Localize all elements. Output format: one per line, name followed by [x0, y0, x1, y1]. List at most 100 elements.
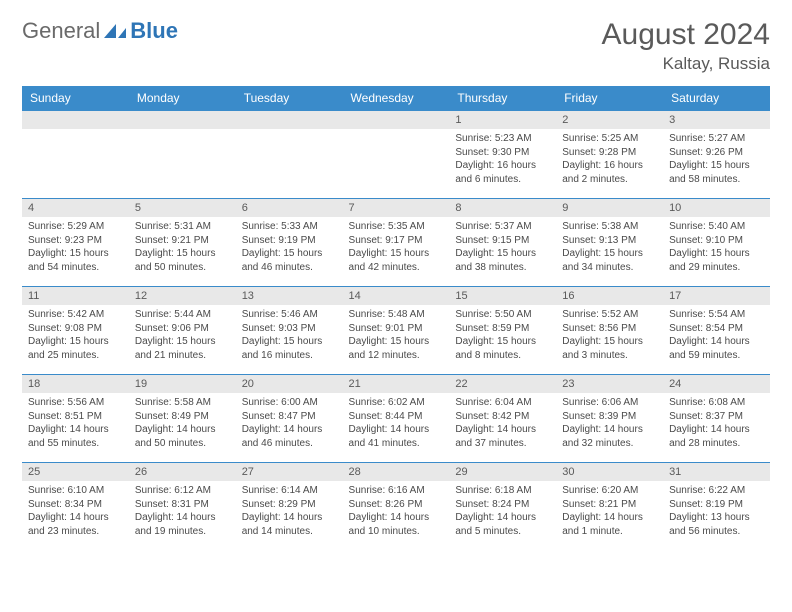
day-details: Sunrise: 5:42 AMSunset: 9:08 PMDaylight:… [22, 305, 129, 365]
day-number: 19 [129, 375, 236, 393]
day-number: 14 [343, 287, 450, 305]
calendar-day-cell: 1Sunrise: 5:23 AMSunset: 9:30 PMDaylight… [449, 111, 556, 199]
day-details: Sunrise: 6:14 AMSunset: 8:29 PMDaylight:… [236, 481, 343, 541]
calendar-day-cell: 5Sunrise: 5:31 AMSunset: 9:21 PMDaylight… [129, 199, 236, 287]
calendar-day-cell: 31Sunrise: 6:22 AMSunset: 8:19 PMDayligh… [663, 463, 770, 551]
day-details: Sunrise: 5:58 AMSunset: 8:49 PMDaylight:… [129, 393, 236, 453]
day-details: Sunrise: 6:02 AMSunset: 8:44 PMDaylight:… [343, 393, 450, 453]
calendar-day-cell: 24Sunrise: 6:08 AMSunset: 8:37 PMDayligh… [663, 375, 770, 463]
day-details: Sunrise: 5:33 AMSunset: 9:19 PMDaylight:… [236, 217, 343, 277]
day-number: 24 [663, 375, 770, 393]
calendar-day-cell: 15Sunrise: 5:50 AMSunset: 8:59 PMDayligh… [449, 287, 556, 375]
title-block: August 2024 Kaltay, Russia [602, 18, 770, 74]
day-number [343, 111, 450, 129]
calendar-day-cell: 20Sunrise: 6:00 AMSunset: 8:47 PMDayligh… [236, 375, 343, 463]
day-number: 23 [556, 375, 663, 393]
day-details: Sunrise: 6:18 AMSunset: 8:24 PMDaylight:… [449, 481, 556, 541]
day-details: Sunrise: 6:00 AMSunset: 8:47 PMDaylight:… [236, 393, 343, 453]
calendar-week-row: 11Sunrise: 5:42 AMSunset: 9:08 PMDayligh… [22, 287, 770, 375]
day-details: Sunrise: 6:20 AMSunset: 8:21 PMDaylight:… [556, 481, 663, 541]
day-number [22, 111, 129, 129]
day-number: 18 [22, 375, 129, 393]
day-details: Sunrise: 6:04 AMSunset: 8:42 PMDaylight:… [449, 393, 556, 453]
weekday-header: Friday [556, 86, 663, 111]
calendar-day-cell: 29Sunrise: 6:18 AMSunset: 8:24 PMDayligh… [449, 463, 556, 551]
day-number [236, 111, 343, 129]
calendar-day-cell: 25Sunrise: 6:10 AMSunset: 8:34 PMDayligh… [22, 463, 129, 551]
logo-word2: Blue [130, 18, 178, 44]
calendar-day-cell: 16Sunrise: 5:52 AMSunset: 8:56 PMDayligh… [556, 287, 663, 375]
calendar-day-cell: 27Sunrise: 6:14 AMSunset: 8:29 PMDayligh… [236, 463, 343, 551]
calendar-day-cell: 30Sunrise: 6:20 AMSunset: 8:21 PMDayligh… [556, 463, 663, 551]
day-details: Sunrise: 5:40 AMSunset: 9:10 PMDaylight:… [663, 217, 770, 277]
day-details: Sunrise: 5:23 AMSunset: 9:30 PMDaylight:… [449, 129, 556, 189]
calendar-day-cell: 11Sunrise: 5:42 AMSunset: 9:08 PMDayligh… [22, 287, 129, 375]
calendar-day-cell: 2Sunrise: 5:25 AMSunset: 9:28 PMDaylight… [556, 111, 663, 199]
page-title: August 2024 [602, 18, 770, 52]
day-number: 21 [343, 375, 450, 393]
calendar-day-cell [343, 111, 450, 199]
day-number: 9 [556, 199, 663, 217]
day-details: Sunrise: 5:25 AMSunset: 9:28 PMDaylight:… [556, 129, 663, 189]
day-details: Sunrise: 5:54 AMSunset: 8:54 PMDaylight:… [663, 305, 770, 365]
logo-sail-icon [102, 22, 128, 40]
day-details: Sunrise: 5:48 AMSunset: 9:01 PMDaylight:… [343, 305, 450, 365]
day-details: Sunrise: 5:37 AMSunset: 9:15 PMDaylight:… [449, 217, 556, 277]
day-details: Sunrise: 5:44 AMSunset: 9:06 PMDaylight:… [129, 305, 236, 365]
day-number: 10 [663, 199, 770, 217]
location-label: Kaltay, Russia [602, 54, 770, 74]
weekday-header: Wednesday [343, 86, 450, 111]
day-number: 16 [556, 287, 663, 305]
calendar-day-cell [236, 111, 343, 199]
calendar-day-cell: 3Sunrise: 5:27 AMSunset: 9:26 PMDaylight… [663, 111, 770, 199]
day-number: 30 [556, 463, 663, 481]
day-details: Sunrise: 6:06 AMSunset: 8:39 PMDaylight:… [556, 393, 663, 453]
day-number: 1 [449, 111, 556, 129]
calendar-week-row: 4Sunrise: 5:29 AMSunset: 9:23 PMDaylight… [22, 199, 770, 287]
day-details: Sunrise: 5:31 AMSunset: 9:21 PMDaylight:… [129, 217, 236, 277]
day-details: Sunrise: 5:50 AMSunset: 8:59 PMDaylight:… [449, 305, 556, 365]
day-number: 25 [22, 463, 129, 481]
calendar-day-cell: 23Sunrise: 6:06 AMSunset: 8:39 PMDayligh… [556, 375, 663, 463]
calendar-day-cell: 28Sunrise: 6:16 AMSunset: 8:26 PMDayligh… [343, 463, 450, 551]
calendar-day-cell: 21Sunrise: 6:02 AMSunset: 8:44 PMDayligh… [343, 375, 450, 463]
calendar-day-cell: 6Sunrise: 5:33 AMSunset: 9:19 PMDaylight… [236, 199, 343, 287]
day-number [129, 111, 236, 129]
day-number: 17 [663, 287, 770, 305]
calendar-day-cell: 8Sunrise: 5:37 AMSunset: 9:15 PMDaylight… [449, 199, 556, 287]
calendar-day-cell: 26Sunrise: 6:12 AMSunset: 8:31 PMDayligh… [129, 463, 236, 551]
day-number: 3 [663, 111, 770, 129]
weekday-header: Saturday [663, 86, 770, 111]
day-number: 27 [236, 463, 343, 481]
day-details: Sunrise: 5:56 AMSunset: 8:51 PMDaylight:… [22, 393, 129, 453]
day-number: 6 [236, 199, 343, 217]
day-number: 4 [22, 199, 129, 217]
day-details: Sunrise: 5:35 AMSunset: 9:17 PMDaylight:… [343, 217, 450, 277]
day-number: 11 [22, 287, 129, 305]
day-details: Sunrise: 5:38 AMSunset: 9:13 PMDaylight:… [556, 217, 663, 277]
day-details: Sunrise: 5:29 AMSunset: 9:23 PMDaylight:… [22, 217, 129, 277]
calendar-week-row: 18Sunrise: 5:56 AMSunset: 8:51 PMDayligh… [22, 375, 770, 463]
calendar-day-cell [129, 111, 236, 199]
calendar-day-cell: 18Sunrise: 5:56 AMSunset: 8:51 PMDayligh… [22, 375, 129, 463]
day-number: 22 [449, 375, 556, 393]
day-details: Sunrise: 6:12 AMSunset: 8:31 PMDaylight:… [129, 481, 236, 541]
day-number: 7 [343, 199, 450, 217]
day-details: Sunrise: 5:27 AMSunset: 9:26 PMDaylight:… [663, 129, 770, 189]
day-details: Sunrise: 6:16 AMSunset: 8:26 PMDaylight:… [343, 481, 450, 541]
calendar-day-cell: 4Sunrise: 5:29 AMSunset: 9:23 PMDaylight… [22, 199, 129, 287]
day-number: 12 [129, 287, 236, 305]
day-number: 26 [129, 463, 236, 481]
weekday-header: Monday [129, 86, 236, 111]
day-number: 2 [556, 111, 663, 129]
day-number: 28 [343, 463, 450, 481]
calendar-day-cell: 13Sunrise: 5:46 AMSunset: 9:03 PMDayligh… [236, 287, 343, 375]
day-number: 13 [236, 287, 343, 305]
weekday-header: Tuesday [236, 86, 343, 111]
calendar-table: SundayMondayTuesdayWednesdayThursdayFrid… [22, 86, 770, 551]
day-number: 31 [663, 463, 770, 481]
calendar-day-cell: 10Sunrise: 5:40 AMSunset: 9:10 PMDayligh… [663, 199, 770, 287]
weekday-header-row: SundayMondayTuesdayWednesdayThursdayFrid… [22, 86, 770, 111]
calendar-day-cell: 17Sunrise: 5:54 AMSunset: 8:54 PMDayligh… [663, 287, 770, 375]
day-number: 29 [449, 463, 556, 481]
